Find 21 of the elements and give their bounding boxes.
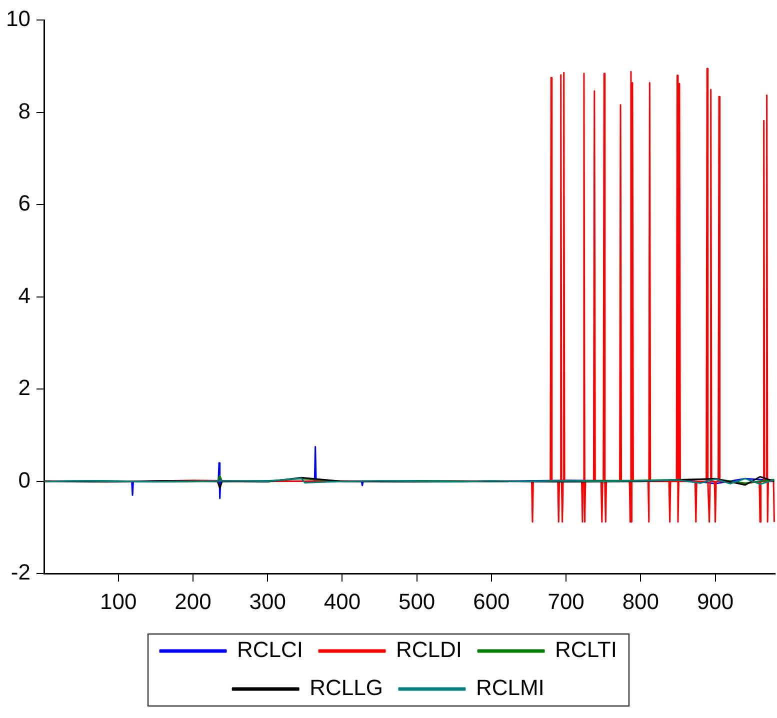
y-tick-label: 4 [18, 282, 30, 308]
x-tick-label: 300 [249, 588, 286, 614]
legend-label: RCLCI [237, 637, 304, 662]
x-tick-label: 100 [100, 588, 137, 614]
y-tick-label: 2 [18, 375, 30, 400]
y-tick-label: 0 [18, 467, 30, 492]
y-tick-label: 8 [18, 98, 30, 124]
x-tick-label: 600 [473, 588, 510, 614]
y-tick-label: 6 [18, 190, 30, 216]
y-tick-label: -2 [10, 560, 30, 585]
legend-label: RCLTI [555, 637, 617, 662]
legend-label: RCLMI [476, 675, 544, 700]
legend-label: RCLDI [396, 637, 462, 662]
x-tick-label: 500 [398, 588, 436, 614]
legend-label: RCLLG [310, 675, 383, 700]
x-tick-label: 900 [696, 588, 734, 614]
x-tick-label: 800 [622, 588, 660, 614]
x-tick-label: 700 [548, 588, 584, 614]
x-tick-label: 400 [324, 588, 361, 614]
y-tick-label: 10 [6, 6, 30, 32]
x-tick-label: 200 [174, 588, 212, 614]
